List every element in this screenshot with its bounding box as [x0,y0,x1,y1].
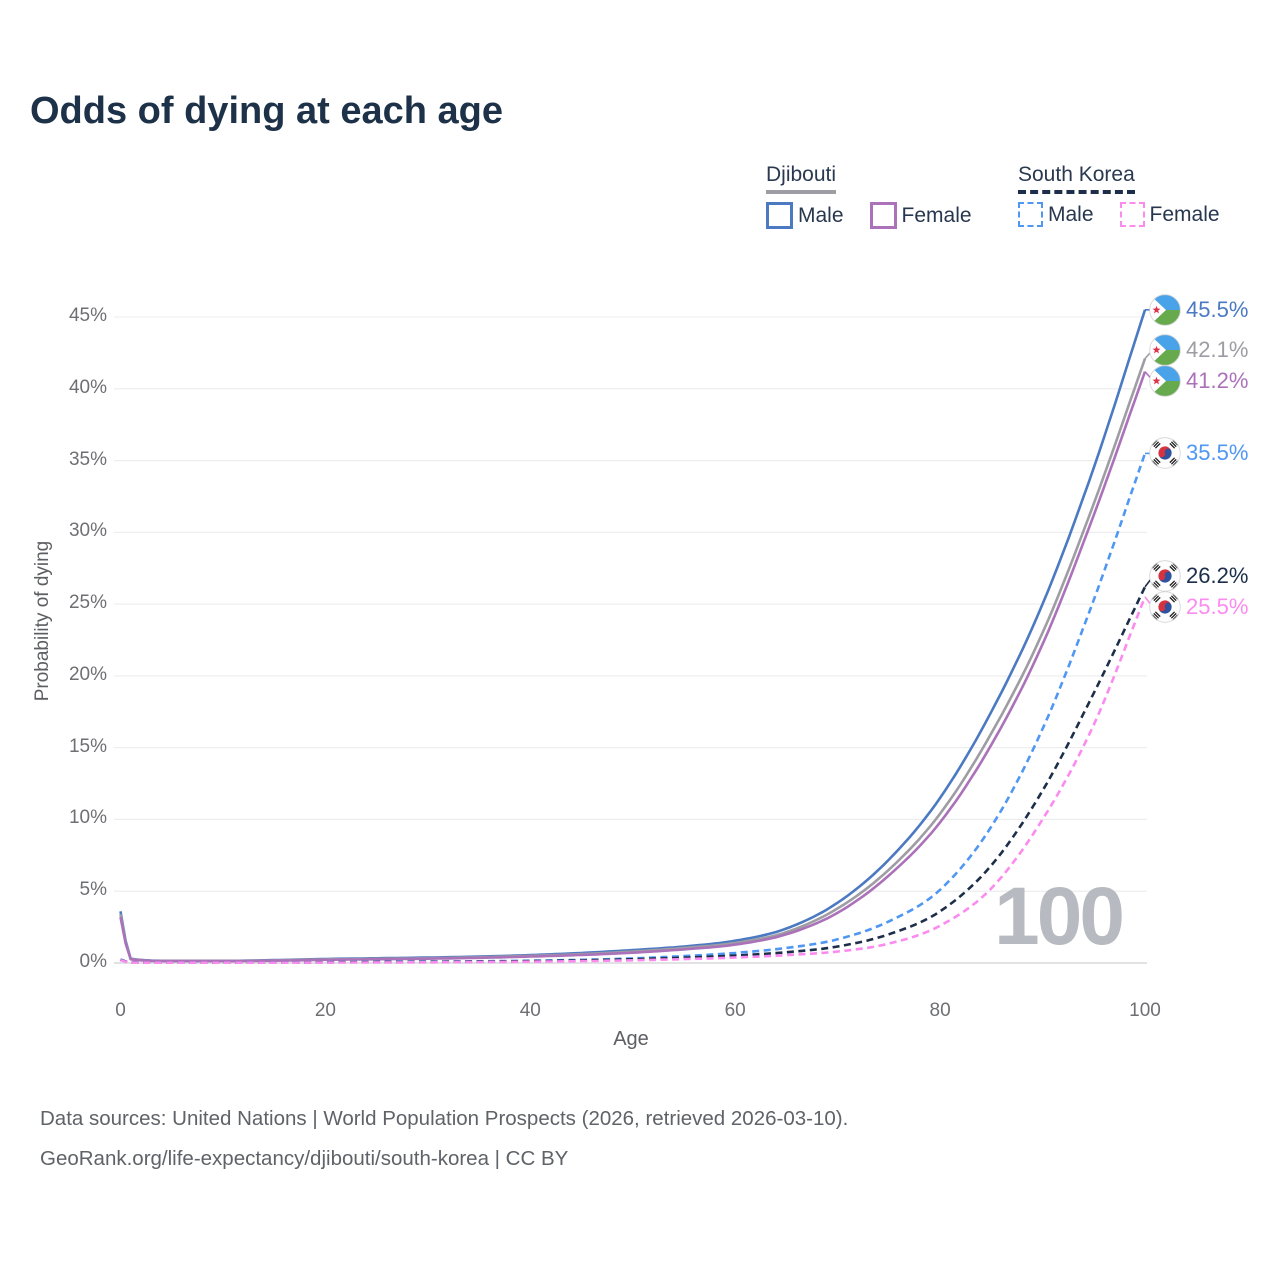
djibouti-male-swatch-icon [766,202,793,229]
y-tick-label: 20% [68,663,107,685]
watermark-age-label: 100 [994,871,1122,962]
djibouti-flag-icon [1149,294,1181,326]
footer: Data sources: United Nations | World Pop… [40,1099,848,1179]
djibouti-flag-icon [1149,365,1181,397]
end-label-value: 35.5% [1186,440,1249,466]
south-korea-male-swatch-icon [1018,202,1043,227]
y-tick-label: 45% [68,305,107,326]
y-tick-label: 0% [79,951,107,972]
watermark-group: 100 [994,871,1125,962]
legend-item-djibouti-male[interactable]: Male [766,202,844,229]
attribution-line: GeoRank.org/life-expectancy/djibouti/sou… [40,1147,569,1170]
end-label-value: 26.2% [1186,563,1249,589]
end-label-djibouti-female: 41.2% [1149,364,1248,398]
end-label-south-korea-female: 25.5% [1149,590,1248,624]
end-label-djibouti-male: 45.5% [1149,293,1248,327]
x-axis-title: Age [613,1028,649,1050]
series-lines [119,309,1147,964]
x-tick-label: 0 [115,1000,126,1021]
y-tick-label: 30% [68,520,107,542]
end-label-south-korea-male: 35.5% [1149,436,1248,470]
south-korea-flag-icon [1149,437,1181,469]
end-label-value: 45.5% [1186,296,1249,322]
end-label-djibouti-all: 42.1% [1149,333,1248,367]
south-korea-flag-icon [1149,591,1181,623]
end-label-value: 25.5% [1186,594,1249,620]
series-line-djibouti-male [119,309,1147,963]
legend-item-south-korea-female[interactable]: Female [1119,202,1220,227]
x-tick-label: 20 [314,1000,336,1021]
djibouti-female-swatch-icon [869,202,897,229]
south-korea-flag-icon [1149,560,1181,592]
y-tick-label: 5% [79,879,107,901]
gridlines [114,316,1147,964]
end-label-south-korea-all: 26.2% [1149,559,1248,593]
end-label-value: 41.2% [1186,367,1249,393]
legend-item-label: Male [1048,202,1094,226]
x-tick-label: 40 [519,1000,541,1021]
series-line-south-korea-female [120,596,1147,964]
legend-group-djibouti: Djibouti Male Female [766,163,972,229]
page-title: Odds of dying at each age [30,90,503,132]
y-tick-label: 40% [68,376,107,398]
legend-group-south-korea: South Korea Male Female [1018,163,1220,227]
y-axis-title: Probability of dying [32,540,53,702]
y-tick-label: 15% [68,735,107,757]
legend-item-label: Female [1149,202,1220,226]
legend-item-label: Male [798,203,844,227]
series-line-south-korea-all [120,586,1147,964]
y-tick-label: 35% [68,448,107,470]
legend-country-djibouti[interactable]: Djibouti [766,163,837,194]
y-tick-label: 10% [68,807,107,829]
series-line-south-korea-male [120,452,1147,964]
legend-item-label: Female [901,203,972,227]
x-tick-label: 60 [724,1000,746,1021]
legend-item-south-korea-male[interactable]: Male [1018,202,1094,227]
end-label-value: 42.1% [1186,336,1249,362]
djibouti-flag-icon [1149,334,1181,366]
legend-country-south-korea[interactable]: South Korea [1018,163,1135,194]
y-tick-label: 25% [68,592,107,614]
x-tick-label: 80 [929,1000,951,1021]
x-tick-label: 100 [1129,1000,1161,1021]
series-line-djibouti-all [119,358,1147,963]
south-korea-female-swatch-icon [1119,202,1145,227]
data-sources-line: Data sources: United Nations | World Pop… [40,1107,849,1130]
legend-item-djibouti-female[interactable]: Female [869,202,972,229]
series-line-djibouti-female [119,371,1147,963]
